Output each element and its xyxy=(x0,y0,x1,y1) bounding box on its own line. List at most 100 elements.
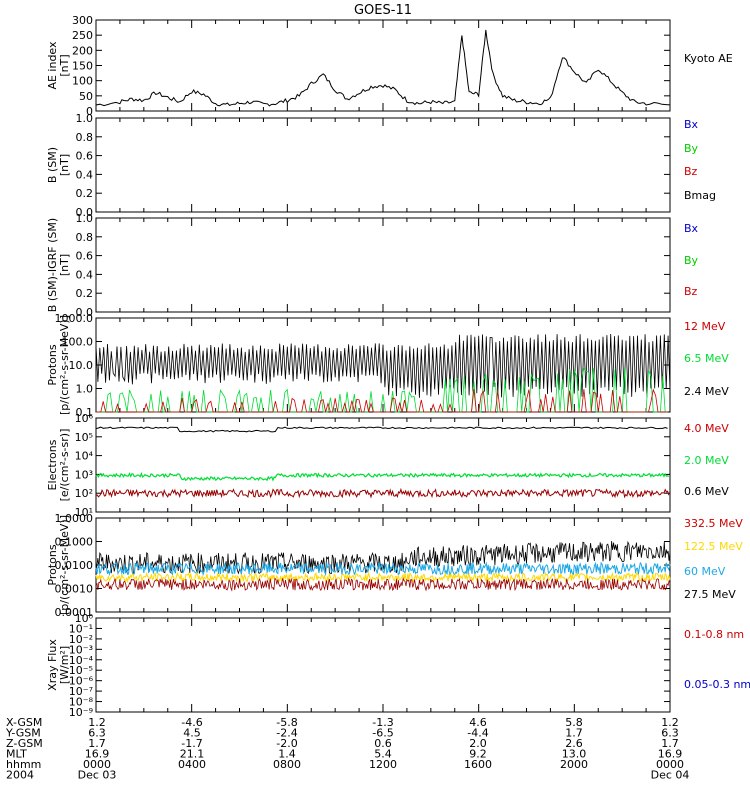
electrons-4.0mev-series xyxy=(95,487,670,499)
legend-entry: Bx xyxy=(684,222,699,235)
ephemeris-row-label: hhmm xyxy=(6,758,41,771)
ephemeris-value: 4.5 xyxy=(183,727,201,740)
ephemeris-row-label: MLT xyxy=(6,748,27,761)
legend-entry: 122.5 MeV xyxy=(684,540,743,553)
y-tick-label: 10⁻⁵ xyxy=(69,664,93,677)
panel-bdiff: 0.0 0.2 0.4 0.6 0.8 1.0 B (SM)-IGRF (SM) [nT] Bx… xyxy=(46,212,699,319)
ephemeris-value: 1.7 xyxy=(88,737,106,750)
ephemeris-value: 2.0 xyxy=(469,737,487,750)
y-tick-label: 0.0100 xyxy=(55,559,94,572)
ephemeris-value: 21.1 xyxy=(180,748,205,761)
y-tick-label: 100.0 xyxy=(62,336,94,349)
ephemeris-value: 1200 xyxy=(369,758,397,771)
legend-entry: 27.5 MeV xyxy=(684,588,736,601)
y-tick-label: 300 xyxy=(72,14,93,27)
ae-index-series xyxy=(95,29,671,107)
y-axis-label: [W/m²] xyxy=(58,646,71,684)
y-tick-label: 10⁻⁴ xyxy=(69,654,94,667)
protons-12mev-series xyxy=(96,388,668,413)
y-axis-label: Electrons xyxy=(46,439,59,490)
protons-332.5mev-series xyxy=(95,577,671,592)
ephemeris-value: 0000 xyxy=(656,758,684,771)
ephemeris-value: Dec 04 xyxy=(651,769,690,782)
ephemeris-value: 4.6 xyxy=(469,716,487,729)
legend-entry: By xyxy=(684,254,699,267)
y-tick-label: 0.0010 xyxy=(55,583,94,596)
ephemeris-row-label: 2004 xyxy=(6,769,34,782)
y-axis-label: Protons xyxy=(46,344,59,385)
y-tick-label: 0.0 xyxy=(76,306,94,319)
y-tick-label: 10⁶ xyxy=(75,412,94,425)
y-tick-label: 1.0000 xyxy=(55,512,94,525)
ephemeris-value: -1.3 xyxy=(372,716,393,729)
legend-entry: 60 MeV xyxy=(684,565,726,578)
ephemeris-value: -2.4 xyxy=(276,727,297,740)
y-tick-label: 10.0 xyxy=(69,359,94,372)
y-tick-label: 10⁻¹ xyxy=(69,622,93,635)
y-axis-label: [p/(cm²-s-sr-MeV)] xyxy=(58,515,71,615)
panel-b: 0.0 0.2 0.4 0.6 0.8 1.0 B (SM) [nT] Bx By Bz Bmag xyxy=(46,112,716,219)
legend-entry: Bx xyxy=(684,118,699,131)
y-tick-label: 10⁰ xyxy=(75,612,94,625)
y-tick-label: 0.2 xyxy=(76,287,94,300)
y-tick-label: 50 xyxy=(79,90,93,103)
y-tick-label: 10⁴ xyxy=(75,450,94,463)
y-tick-label: 0.4 xyxy=(76,168,94,181)
legend-entry: Bz xyxy=(684,165,698,178)
ephemeris-row-label: Y-GSM xyxy=(5,727,41,740)
ephemeris-value: 1.7 xyxy=(565,727,583,740)
legend-entry: 0.6 MeV xyxy=(684,485,729,498)
y-axis-label: B (SM)-IGRF (SM) xyxy=(46,218,59,312)
panel-frame xyxy=(95,617,671,713)
y-tick-label: 0.1000 xyxy=(55,536,94,549)
y-axis-label: Protons xyxy=(46,544,59,585)
panel-ae: 0 50 100 150 200 250 300 AE index [nT] Kyoto AE xyxy=(46,14,733,118)
y-tick-label: 0.4 xyxy=(76,268,94,281)
ephemeris-value: 13.0 xyxy=(562,748,587,761)
ephemeris-value: 1.2 xyxy=(88,716,106,729)
y-tick-label: 0.6 xyxy=(76,250,94,263)
y-axis-label: Xray Flux xyxy=(46,639,59,691)
panel-frame xyxy=(95,217,671,313)
legend-entry: 2.0 MeV xyxy=(684,454,729,467)
ephemeris-row-label: Z-GSM xyxy=(6,737,43,750)
ephemeris-value: -1.7 xyxy=(181,737,202,750)
y-tick-label: 150 xyxy=(72,60,93,73)
protons-27.5mev-series xyxy=(95,540,671,575)
ephemeris-value: -4.6 xyxy=(181,716,202,729)
chart-title: GOES-11 xyxy=(354,3,412,18)
ephemeris-value: Dec 03 xyxy=(78,769,117,782)
y-axis-label: B (SM) xyxy=(46,147,59,183)
legend-entry: 6.5 MeV xyxy=(684,352,729,365)
ephemeris-value: 16.9 xyxy=(658,748,683,761)
y-tick-label: 0.0001 xyxy=(55,606,94,619)
y-tick-label: 10⁻⁸ xyxy=(69,696,94,709)
ephemeris-value: 0.6 xyxy=(374,737,392,750)
legend-entry: 0.1-0.8 nm xyxy=(684,628,744,641)
ephemeris-value: 9.2 xyxy=(469,748,487,761)
y-tick-label: 10² xyxy=(75,487,93,500)
y-axis-label: AE index xyxy=(46,41,59,90)
y-axis-label: [nT] xyxy=(58,54,71,76)
ephemeris-value: -6.5 xyxy=(372,727,393,740)
ephemeris-value: 16.9 xyxy=(85,748,110,761)
legend-entry: 2.4 MeV xyxy=(684,385,729,398)
y-axis-label: [e/(cm²-s-sr)] xyxy=(58,429,71,502)
legend-entry: By xyxy=(684,142,699,155)
ephemeris-value: 0400 xyxy=(178,758,206,771)
ephemeris-value: 0800 xyxy=(273,758,301,771)
panel-electrons: 10¹ 10² 10³ 10⁴ 10⁵ 10⁶ Electrons [e/(cm²-s-sr)… xyxy=(46,412,729,519)
ephemeris-value: 1.4 xyxy=(278,748,296,761)
ephemeris-value: 2.6 xyxy=(565,737,583,750)
y-tick-label: 1.0 xyxy=(76,212,94,225)
protons-2.4mev-series xyxy=(95,333,671,398)
y-tick-label: 1000.0 xyxy=(55,312,94,325)
electrons-0.6mev-series xyxy=(95,426,668,433)
y-tick-label: 0.2 xyxy=(76,187,94,200)
panel-frame xyxy=(95,19,671,112)
ephemeris-value: 6.3 xyxy=(88,727,106,740)
panel-frame xyxy=(95,117,671,213)
